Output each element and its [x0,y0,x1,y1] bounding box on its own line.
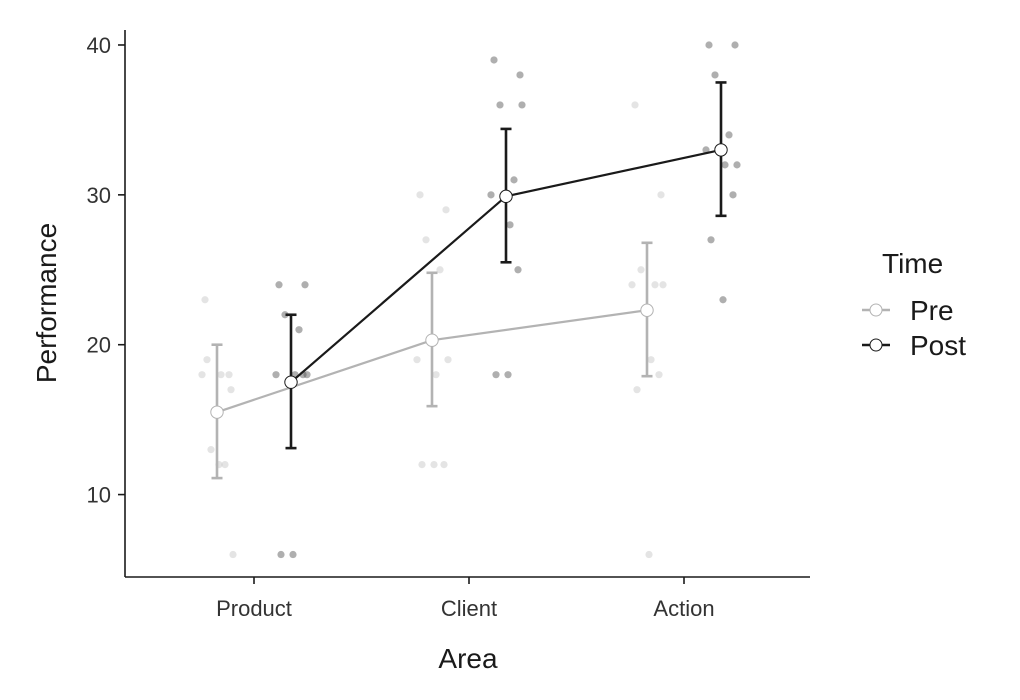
raw-point-post [277,550,285,559]
x-axis-title: Area [438,643,498,674]
y-tick-label: 40 [87,33,111,58]
raw-point-post [275,281,283,289]
legend-pre-label: Pre [910,295,954,326]
legend-pre-marker [869,303,883,317]
raw-point-pre [416,191,424,199]
mean-marker-post [499,189,513,204]
x-tick-label: Action [653,596,714,621]
raw-point-post [711,71,719,79]
raw-points-layer [198,41,741,559]
raw-point-pre [430,461,438,469]
raw-point-pre [655,371,663,379]
legend-post-label: Post [910,330,966,361]
raw-point-post [510,176,518,184]
raw-point-pre [413,356,421,364]
x-ticks: Product Client Action [216,577,715,621]
raw-point-post [506,221,514,229]
raw-point-pre [651,281,659,289]
raw-point-post [490,56,498,64]
legend-item-post: Post [862,330,966,361]
raw-point-pre [657,191,665,199]
raw-point-post [725,131,733,139]
raw-point-post [707,236,715,244]
raw-point-post [731,41,739,49]
legend-title: Time [882,248,943,279]
raw-point-post [729,191,737,199]
raw-point-pre [418,461,426,469]
raw-point-pre [229,550,237,559]
raw-point-pre [637,266,645,274]
raw-point-pre [198,371,206,379]
raw-point-post [719,296,727,304]
y-axis-title: Performance [31,223,62,383]
raw-point-post [492,371,500,379]
raw-point-pre [436,266,444,274]
raw-point-pre [645,550,653,559]
raw-point-pre [201,296,209,304]
raw-point-pre [225,371,233,379]
mean-marker-pre [210,405,224,419]
raw-point-pre [633,386,641,394]
raw-point-post [518,101,526,109]
raw-point-post [721,161,729,169]
series-layer [210,81,728,480]
legend-post-marker [869,338,883,352]
raw-point-pre [207,446,215,454]
raw-point-post [289,550,297,559]
raw-point-pre [203,356,211,364]
y-ticks: 10 20 30 40 [87,33,125,508]
raw-point-pre [444,356,452,364]
raw-point-pre [628,281,636,289]
raw-point-pre [432,371,440,379]
y-tick-label: 10 [87,483,111,508]
raw-point-pre [659,281,667,289]
raw-point-pre [221,461,229,469]
raw-point-post [733,161,741,169]
raw-point-post [516,71,524,79]
raw-point-post [504,371,512,379]
x-tick-label: Product [216,596,292,621]
y-tick-label: 20 [87,333,111,358]
raw-point-pre [422,236,430,244]
raw-point-pre [440,461,448,469]
raw-point-post [272,371,280,379]
legend: Time Pre Post [862,248,966,361]
raw-point-post [281,311,289,319]
raw-point-post [303,371,311,379]
raw-point-pre [647,356,655,364]
raw-point-post [295,326,303,334]
raw-point-pre [217,371,225,379]
mean-marker-post [284,375,298,389]
raw-point-post [514,266,522,274]
y-tick-label: 30 [87,183,111,208]
raw-point-post [487,191,495,199]
x-tick-label: Client [441,596,497,621]
raw-point-pre [227,386,235,394]
raw-point-post [496,101,504,109]
raw-point-pre [442,206,450,214]
mean-marker-pre [640,303,654,317]
raw-point-pre [631,101,639,109]
legend-item-pre: Pre [862,295,954,326]
mean-marker-post [714,143,728,157]
mean-marker-pre [425,333,439,347]
raw-point-post [705,41,713,49]
raw-point-post [301,281,309,289]
